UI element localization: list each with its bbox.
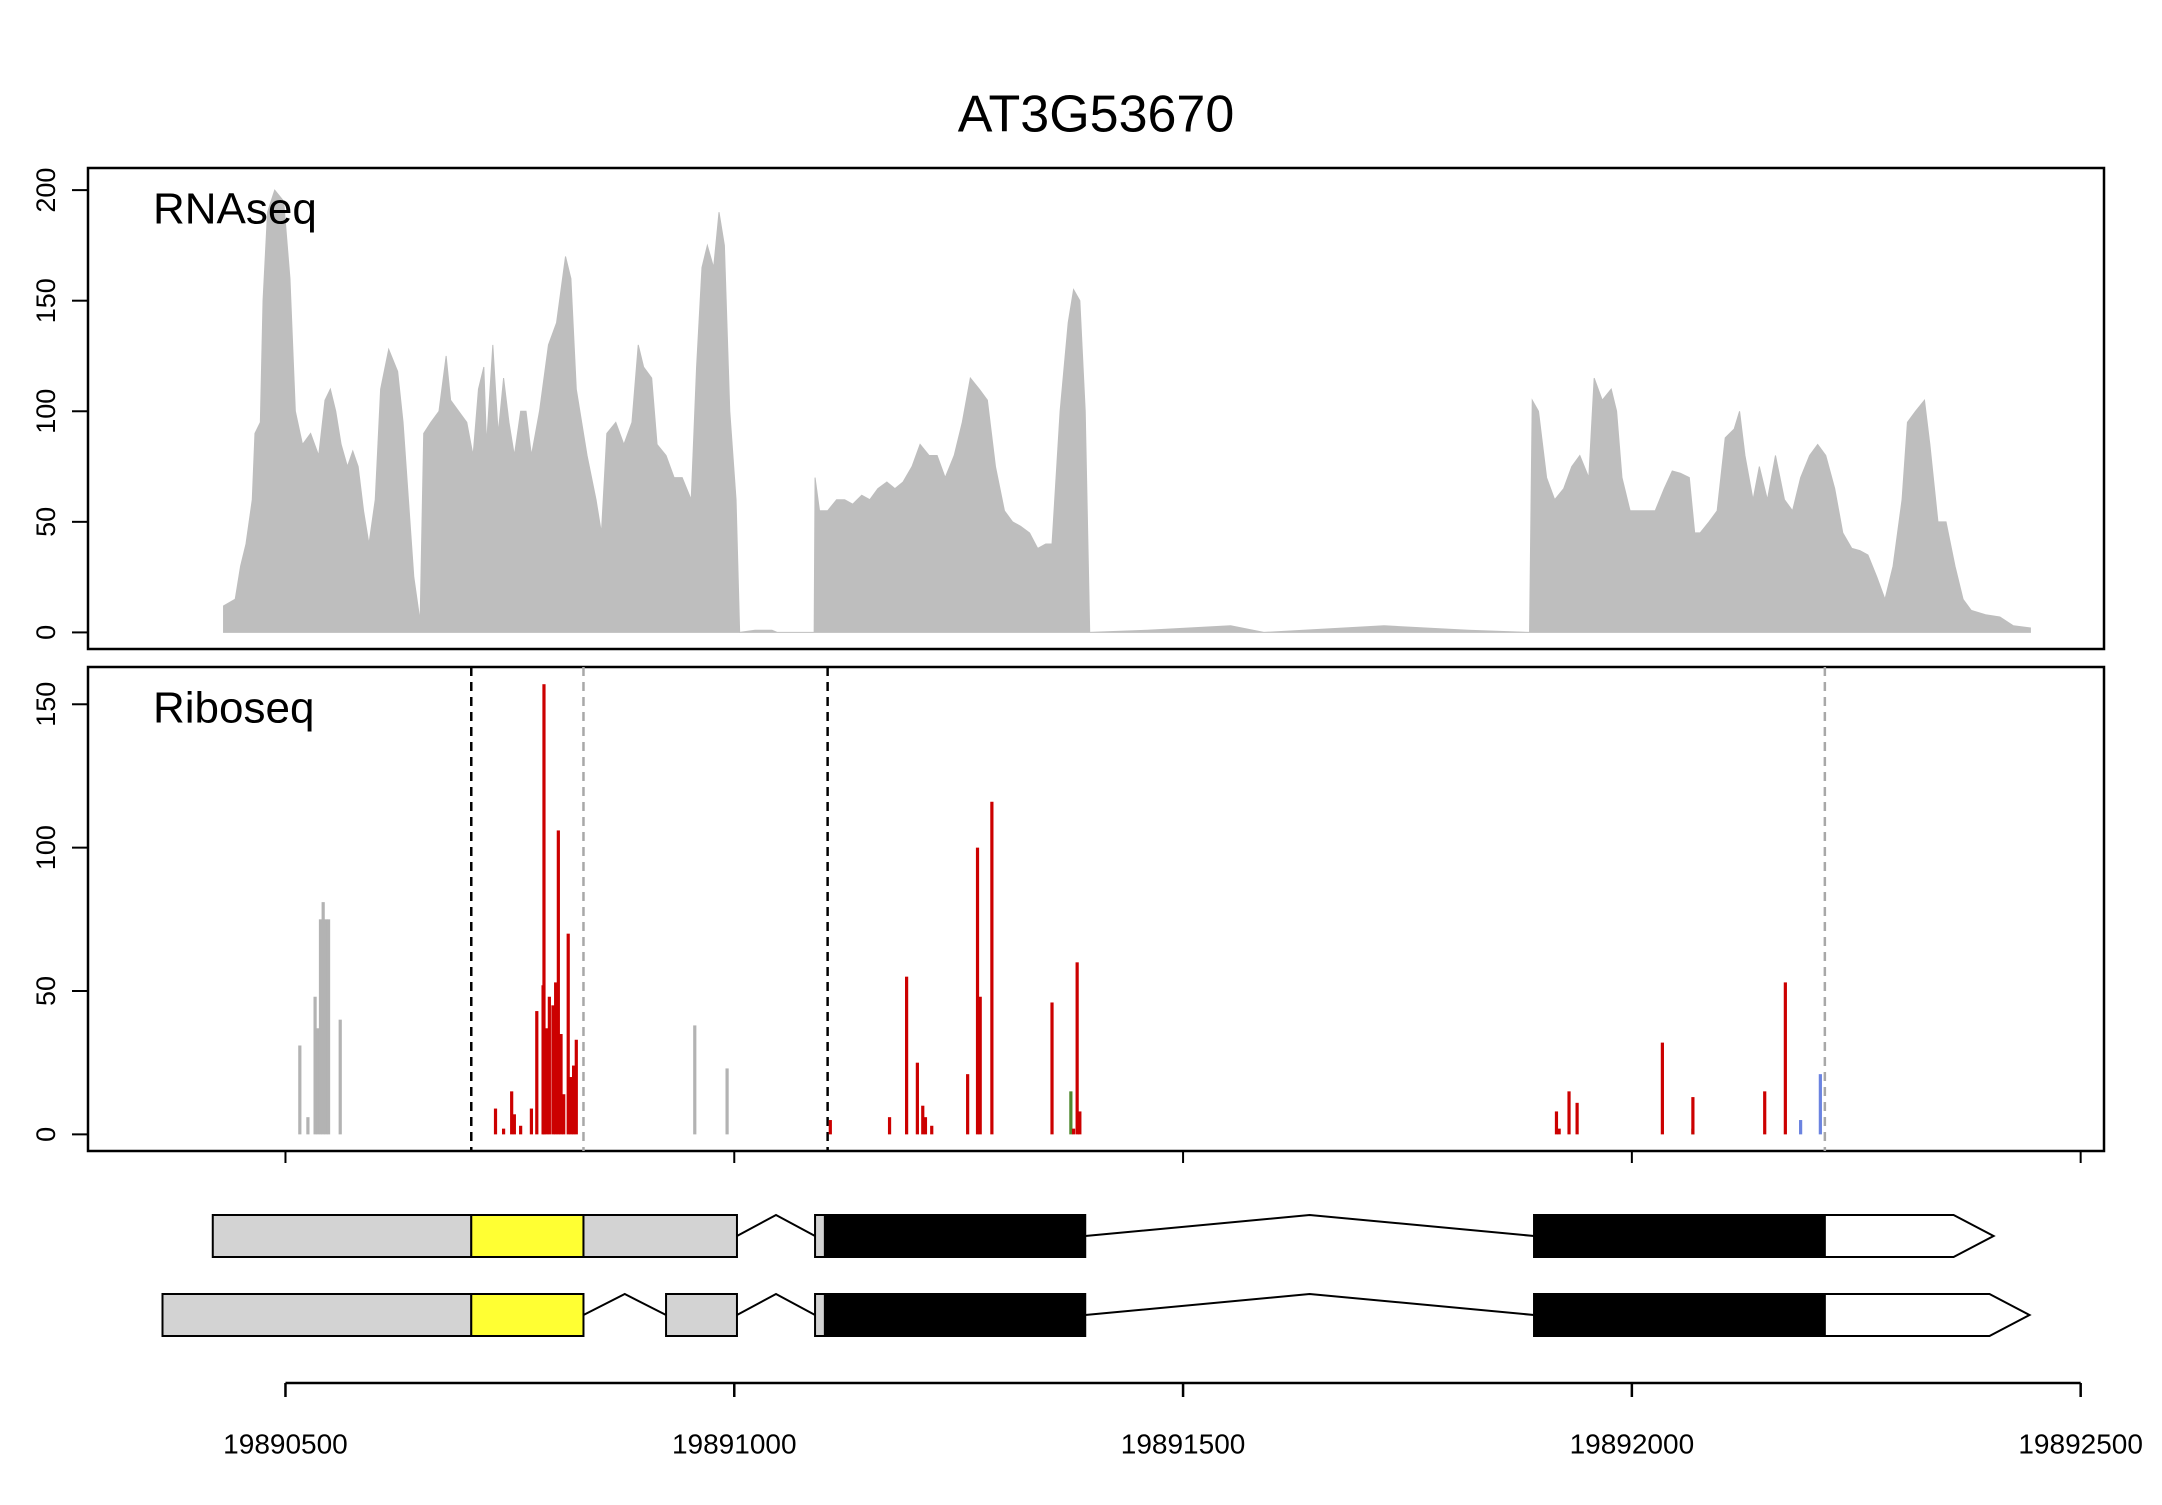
riboseq-frame [86, 665, 2106, 1153]
y-tick-label: 100 [31, 389, 61, 434]
read-bar [915, 1062, 919, 1135]
exon-segment [161, 1293, 473, 1337]
read-bar [1050, 1002, 1054, 1135]
exon-segment [814, 1293, 826, 1337]
read-bar [542, 684, 546, 1135]
read-bar [324, 919, 328, 1135]
exon-segment [1823, 1214, 1996, 1258]
read-bar [966, 1074, 970, 1135]
read-bar [1557, 1128, 1561, 1135]
intron [736, 1292, 816, 1316]
read-bar [1691, 1097, 1695, 1135]
x-tick-label: 19890500 [223, 1428, 348, 1459]
read-bar [1763, 1091, 1767, 1135]
read-bar [1069, 1091, 1073, 1135]
exon-segment [211, 1214, 473, 1258]
y-tick-label: 200 [31, 168, 61, 213]
read-bar [905, 976, 909, 1135]
rnaseq-frame [86, 166, 2106, 651]
y-tick-label: 100 [31, 825, 61, 870]
read-bar [569, 1077, 573, 1135]
exon-segment [823, 1293, 1087, 1337]
marks: 0 50 100 150 200 RNAseq 0 50 100 150 Riboseq 198905… [31, 168, 2143, 1460]
exon-segment [665, 1293, 738, 1337]
read-bar [545, 1028, 549, 1135]
exon-segment [470, 1214, 585, 1258]
x-tick-label: 19891000 [672, 1428, 797, 1459]
read-bar [1075, 962, 1079, 1135]
x-tick-label: 19892000 [1570, 1428, 1695, 1459]
read-bar [316, 1028, 320, 1135]
read-bar [571, 1065, 576, 1135]
y-tick-label: 50 [31, 507, 61, 537]
read-bar [512, 1114, 516, 1135]
intron [736, 1213, 816, 1237]
coverage-area [223, 189, 2031, 633]
read-bar [551, 1005, 555, 1135]
panel-label: RNAseq [153, 185, 317, 234]
read-bar [562, 1094, 566, 1135]
read-bar [547, 996, 551, 1135]
read-bar [1799, 1120, 1803, 1135]
exon-segment [582, 1214, 738, 1258]
read-bar [556, 830, 560, 1135]
exon-segment [823, 1214, 1087, 1258]
x-tick-label: 19892500 [2018, 1428, 2143, 1459]
read-bar [1660, 1042, 1664, 1135]
read-bar [1575, 1102, 1579, 1135]
read-bar [1071, 1128, 1076, 1135]
read-bar [923, 1117, 928, 1135]
read-bar [318, 919, 323, 1135]
read-bar [338, 1019, 342, 1135]
exon-segment [1823, 1293, 2032, 1337]
read-bar [1554, 1111, 1559, 1135]
exon-segment [470, 1293, 585, 1337]
read-bar [519, 1125, 523, 1135]
read-bar [326, 919, 331, 1135]
read-bar [574, 1039, 578, 1135]
read-bar [566, 933, 570, 1135]
read-bar [1078, 1111, 1082, 1135]
read-bar [510, 1091, 514, 1135]
read-bar [693, 1025, 697, 1135]
read-bar [306, 1117, 310, 1135]
read-bar [828, 1120, 832, 1135]
read-bar [313, 996, 317, 1135]
read-bar [725, 1068, 729, 1135]
read-bar [978, 996, 982, 1135]
read-bar [975, 847, 980, 1135]
intron [1085, 1213, 1535, 1237]
read-bar [1567, 1091, 1571, 1135]
read-bar [921, 1105, 925, 1135]
exon-segment [1533, 1214, 1826, 1258]
y-tick-label: 0 [31, 1127, 61, 1142]
exon-segment [814, 1214, 826, 1258]
read-bar [298, 1045, 302, 1135]
read-bar [1818, 1074, 1822, 1135]
read-bar [501, 1128, 506, 1135]
y-tick-label: 50 [31, 976, 61, 1006]
y-tick-label: 150 [31, 682, 61, 727]
figure-title: AT3G53670 [958, 86, 1235, 144]
x-tick-label: 19891500 [1121, 1428, 1246, 1459]
panel-label: Riboseq [153, 684, 314, 733]
read-bar [1783, 982, 1787, 1135]
read-bar [930, 1125, 934, 1135]
read-bar [493, 1108, 498, 1135]
intron [1085, 1292, 1535, 1316]
read-bar [554, 982, 558, 1135]
read-bar [559, 1034, 563, 1135]
read-bar [529, 1108, 534, 1135]
y-tick-label: 0 [31, 625, 61, 640]
exon-segment [1533, 1293, 1826, 1337]
read-bar [321, 902, 325, 1135]
read-bar [535, 1011, 539, 1135]
y-tick-label: 150 [31, 278, 61, 323]
intron [583, 1292, 667, 1316]
read-bar [887, 1117, 892, 1135]
read-bar [990, 801, 994, 1135]
